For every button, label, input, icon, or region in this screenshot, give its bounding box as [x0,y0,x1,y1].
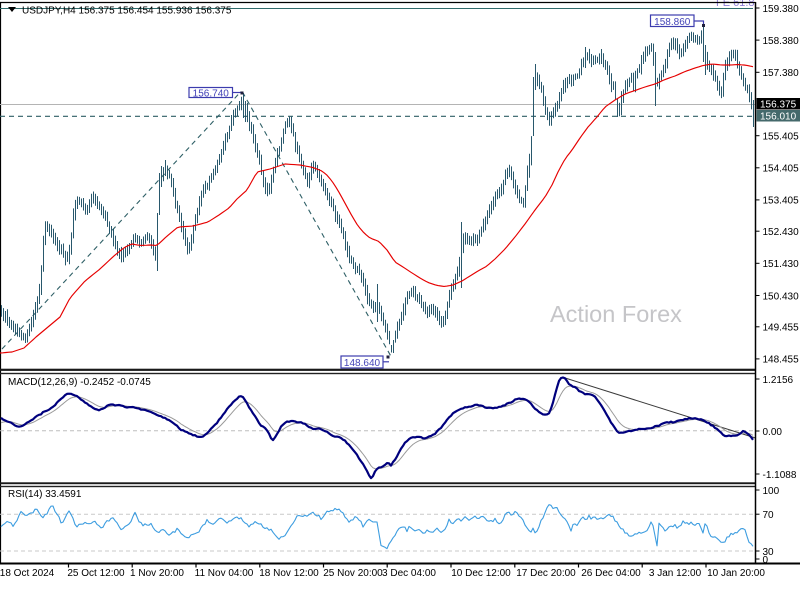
svg-text:0: 0 [763,555,769,566]
svg-text:3 Dec 04:00: 3 Dec 04:00 [382,568,436,579]
svg-text:1 Nov 20:00: 1 Nov 20:00 [130,568,184,579]
svg-text:158.860: 158.860 [654,17,691,28]
svg-text:152.430: 152.430 [763,227,800,238]
svg-text:25 Nov 20:00: 25 Nov 20:00 [323,568,383,579]
svg-text:FE 61.8: FE 61.8 [716,0,755,9]
svg-text:150.430: 150.430 [763,291,800,302]
svg-text:11 Nov 04:00: 11 Nov 04:00 [195,568,254,579]
svg-text:3 Jan 12:00: 3 Jan 12:00 [649,568,702,579]
svg-text:148.640: 148.640 [344,358,381,369]
svg-text:156.375: 156.375 [760,99,797,110]
svg-text:26 Dec 04:00: 26 Dec 04:00 [581,568,641,579]
svg-text:-1.1088: -1.1088 [763,470,797,481]
svg-text:100: 100 [763,486,780,497]
svg-text:151.430: 151.430 [763,259,800,270]
svg-text:154.405: 154.405 [763,164,800,175]
svg-text:RSI(14) 33.4591: RSI(14) 33.4591 [8,489,82,500]
svg-text:Action Forex: Action Forex [550,301,682,327]
svg-text:0.00: 0.00 [763,427,783,438]
svg-text:159.380: 159.380 [763,4,800,15]
svg-text:70: 70 [763,510,775,521]
svg-text:MACD(12,26,9) -0.2452 -0.0745: MACD(12,26,9) -0.2452 -0.0745 [8,377,151,388]
svg-text:10 Dec 12:00: 10 Dec 12:00 [451,568,511,579]
svg-text:USDJPY,H4 156.375 156.454 155: USDJPY,H4 156.375 156.454 155.936 156.37… [22,6,232,17]
svg-text:30: 30 [763,547,775,558]
svg-text:18 Nov 12:00: 18 Nov 12:00 [259,568,319,579]
svg-text:18 Oct 2024: 18 Oct 2024 [0,568,55,579]
svg-text:1.2156: 1.2156 [763,375,794,386]
svg-text:148.455: 148.455 [763,355,800,366]
svg-text:157.380: 157.380 [763,68,800,79]
svg-text:17 Dec 20:00: 17 Dec 20:00 [516,568,576,579]
svg-text:25 Oct 12:00: 25 Oct 12:00 [67,568,125,579]
svg-text:156.740: 156.740 [193,89,230,100]
svg-text:10 Jan 20:00: 10 Jan 20:00 [707,568,765,579]
svg-text:156.010: 156.010 [760,111,797,122]
svg-text:153.405: 153.405 [763,196,800,207]
svg-text:155.405: 155.405 [763,132,800,143]
svg-text:158.380: 158.380 [763,36,800,47]
svg-text:149.455: 149.455 [763,323,800,334]
